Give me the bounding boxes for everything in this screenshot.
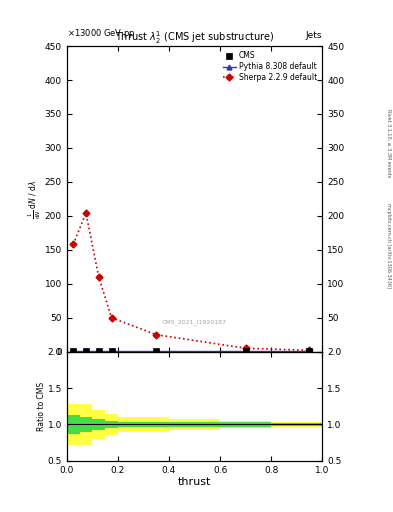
Text: mcplots.cern.ch [arXiv:1306.3436]: mcplots.cern.ch [arXiv:1306.3436] [386, 203, 391, 288]
Legend: CMS, Pythia 8.308 default, Sherpa 2.2.9 default: CMS, Pythia 8.308 default, Sherpa 2.2.9 … [221, 50, 318, 84]
Text: $\times$13000 GeV pp: $\times$13000 GeV pp [67, 27, 135, 40]
Pythia 8.308 default [307, 348, 312, 354]
Line: Pythia 8.308 default: Pythia 8.308 default [71, 348, 312, 353]
Text: Rivet 3.1.10, ≥ 3.3M events: Rivet 3.1.10, ≥ 3.3M events [386, 109, 391, 178]
Sherpa 2.2.9 default [243, 345, 248, 351]
Line: Sherpa 2.2.9 default: Sherpa 2.2.9 default [71, 211, 312, 353]
Sherpa 2.2.9 default [307, 347, 312, 353]
Pythia 8.308 default [243, 348, 248, 354]
Pythia 8.308 default [109, 348, 114, 354]
Sherpa 2.2.9 default [84, 210, 88, 216]
X-axis label: thrust: thrust [178, 477, 211, 487]
CMS [95, 347, 102, 355]
CMS [108, 347, 115, 355]
CMS [83, 347, 89, 355]
Title: Thrust $\lambda_2^1$ (CMS jet substructure): Thrust $\lambda_2^1$ (CMS jet substructu… [115, 29, 274, 46]
Text: Jets: Jets [306, 31, 322, 40]
CMS [242, 347, 249, 355]
Pythia 8.308 default [71, 348, 75, 354]
Sherpa 2.2.9 default [71, 241, 75, 247]
Pythia 8.308 default [96, 348, 101, 354]
CMS [307, 347, 313, 355]
Y-axis label: Ratio to CMS: Ratio to CMS [37, 381, 46, 431]
Sherpa 2.2.9 default [154, 332, 158, 338]
CMS [70, 347, 76, 355]
Y-axis label: $\frac{1}{\mathrm{d}N}$ $\mathrm{d}N$ / $\mathrm{d}\lambda$: $\frac{1}{\mathrm{d}N}$ $\mathrm{d}N$ / … [27, 179, 43, 219]
Sherpa 2.2.9 default [96, 274, 101, 280]
Sherpa 2.2.9 default [109, 315, 114, 321]
CMS [153, 347, 160, 355]
Pythia 8.308 default [154, 348, 158, 354]
Pythia 8.308 default [84, 348, 88, 354]
Text: CMS_2021_I1920187: CMS_2021_I1920187 [162, 319, 227, 325]
